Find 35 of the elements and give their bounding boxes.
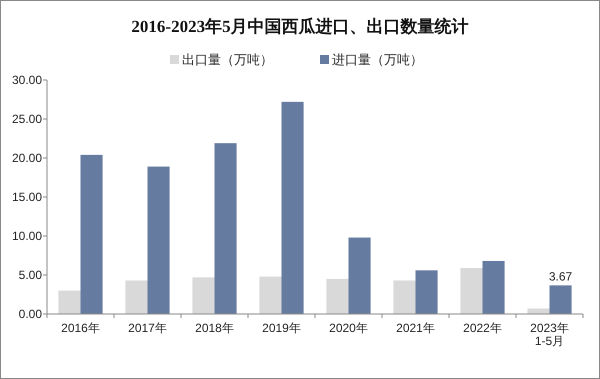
x-tick-label: 2017年	[128, 321, 167, 335]
bar	[550, 285, 572, 314]
x-tick-label: 2021年	[396, 321, 435, 335]
y-tick-label: 20.00	[12, 151, 42, 165]
x-tick-label: 2020年	[329, 321, 368, 335]
bar	[482, 260, 505, 314]
y-tick-label: 25.00	[12, 112, 42, 126]
bar	[460, 268, 482, 314]
y-tick-label: 0.00	[18, 307, 42, 321]
bar	[259, 276, 282, 314]
x-tick-label: 2016年	[61, 321, 100, 335]
chart-title: 2016-2023年5月中国西瓜进口、出口数量统计	[131, 17, 469, 36]
x-tick-label: 2019年	[262, 321, 301, 335]
legend-label: 出口量（万吨）	[182, 52, 273, 67]
y-tick-label: 5.00	[18, 268, 42, 282]
legend-label: 进口量（万吨）	[332, 52, 423, 67]
x-tick-label: 2022年	[463, 321, 502, 335]
y-tick-label: 15.00	[12, 190, 42, 204]
bar	[348, 238, 371, 314]
bar	[527, 308, 550, 314]
x-tick-label: 2023年 1-5月	[530, 321, 569, 348]
bar	[125, 280, 148, 314]
bar	[192, 277, 214, 314]
bar	[214, 143, 237, 314]
bar	[393, 280, 416, 314]
bar	[282, 102, 304, 314]
bar	[326, 278, 348, 314]
y-tick-label: 10.00	[12, 229, 42, 243]
x-tick-label: 2018年	[195, 321, 234, 335]
bar	[58, 290, 80, 314]
data-label: 3.67	[548, 269, 573, 284]
y-tick-label: 30.00	[12, 73, 42, 87]
bar	[416, 270, 438, 314]
bar	[148, 166, 170, 314]
bar	[80, 154, 103, 314]
